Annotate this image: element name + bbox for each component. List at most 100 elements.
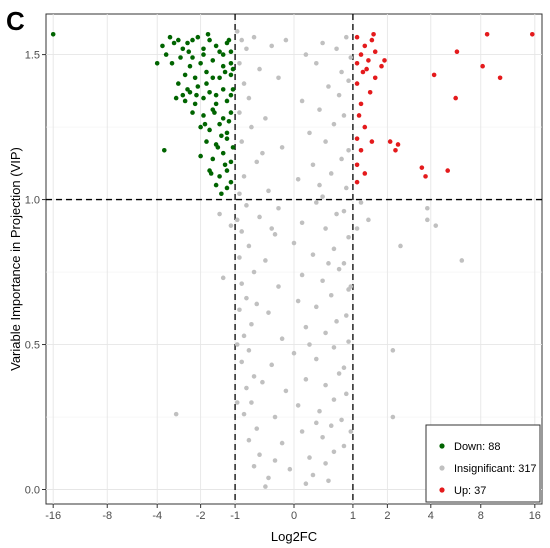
point-series-1 xyxy=(310,472,316,478)
point-series-1 xyxy=(343,391,349,397)
point-series-0 xyxy=(228,159,234,165)
point-series-1 xyxy=(323,382,328,388)
point-series-1 xyxy=(326,84,331,89)
point-series-1 xyxy=(336,371,342,376)
point-series-1 xyxy=(234,29,240,34)
point-series-1 xyxy=(263,116,268,121)
point-series-1 xyxy=(341,443,347,449)
point-series-2 xyxy=(419,165,425,170)
point-series-0 xyxy=(210,156,216,162)
point-series-1 xyxy=(339,156,344,162)
point-series-1 xyxy=(241,81,247,86)
point-series-0 xyxy=(224,185,230,191)
point-series-0 xyxy=(228,92,234,98)
point-series-2 xyxy=(480,63,485,69)
point-series-1 xyxy=(244,46,249,52)
point-series-0 xyxy=(222,69,228,75)
point-series-1 xyxy=(348,284,354,289)
point-series-1 xyxy=(239,37,245,43)
point-series-0 xyxy=(228,49,234,54)
point-series-1 xyxy=(246,437,252,443)
y-axis: 0.0 0.5 1.0 1.5 xyxy=(25,50,46,497)
point-series-2 xyxy=(362,124,368,130)
point-series-1 xyxy=(314,60,319,66)
point-series-0 xyxy=(208,171,214,176)
point-series-2 xyxy=(367,89,373,95)
point-series-1 xyxy=(217,211,222,217)
point-series-1 xyxy=(346,234,351,240)
point-series-0 xyxy=(219,133,224,139)
point-series-0 xyxy=(187,89,193,95)
point-series-0 xyxy=(195,34,201,40)
point-series-2 xyxy=(356,113,362,118)
point-series-1 xyxy=(326,261,331,266)
point-series-1 xyxy=(234,342,240,347)
point-series-1 xyxy=(331,449,337,455)
point-series-1 xyxy=(390,348,396,353)
point-series-1 xyxy=(257,66,262,72)
point-series-2 xyxy=(366,58,371,63)
point-series-1 xyxy=(295,298,301,304)
point-series-1 xyxy=(310,162,316,168)
point-series-1 xyxy=(331,121,337,127)
point-series-1 xyxy=(249,124,254,130)
point-series-1 xyxy=(239,281,245,286)
point-series-1 xyxy=(272,458,278,463)
point-series-0 xyxy=(176,81,181,86)
point-series-0 xyxy=(185,40,190,46)
point-series-1 xyxy=(269,226,275,231)
point-series-1 xyxy=(237,110,242,115)
point-series-0 xyxy=(192,101,198,107)
point-series-0 xyxy=(220,116,226,121)
point-series-1 xyxy=(266,188,271,194)
point-series-1 xyxy=(307,342,312,347)
point-series-0 xyxy=(220,150,226,156)
point-series-1 xyxy=(241,333,247,339)
point-series-1 xyxy=(237,60,242,66)
y-axis-title: Variable Importance in Projection (VIP) xyxy=(8,147,23,371)
x-tick-label: -16 xyxy=(45,510,61,522)
point-series-0 xyxy=(182,98,188,104)
point-series-0 xyxy=(173,95,179,101)
point-series-0 xyxy=(230,66,236,72)
point-series-1 xyxy=(246,95,252,101)
point-series-1 xyxy=(276,75,281,81)
point-series-0 xyxy=(198,60,203,66)
legend-key-2 xyxy=(439,487,445,493)
legend: Down: 88 Insignificant: 317 Up: 37 xyxy=(425,424,541,503)
point-series-2 xyxy=(358,52,364,57)
legend-key-0 xyxy=(439,443,445,449)
point-series-1 xyxy=(266,310,271,315)
point-series-1 xyxy=(239,359,245,365)
point-series-0 xyxy=(224,130,230,136)
point-series-1 xyxy=(254,301,260,307)
point-series-1 xyxy=(398,243,403,249)
y-tick-label: 1.0 xyxy=(25,195,40,207)
legend-label-2: Up: 37 xyxy=(454,485,486,497)
point-series-1 xyxy=(249,321,254,327)
point-series-0 xyxy=(210,58,216,63)
point-series-0 xyxy=(201,52,206,57)
x-tick-label: -1 xyxy=(230,510,240,522)
point-series-1 xyxy=(366,217,371,223)
point-series-1 xyxy=(341,365,347,371)
point-series-1 xyxy=(283,37,289,43)
point-series-1 xyxy=(263,258,268,263)
point-series-1 xyxy=(291,350,297,356)
point-series-2 xyxy=(393,147,398,153)
point-series-0 xyxy=(163,52,169,57)
point-series-0 xyxy=(222,162,228,168)
point-series-2 xyxy=(369,37,375,43)
point-series-1 xyxy=(237,307,242,313)
point-series-0 xyxy=(190,55,195,60)
y-tick-label: 1.5 xyxy=(25,50,40,62)
point-series-1 xyxy=(317,182,322,188)
point-series-1 xyxy=(254,159,260,165)
point-series-1 xyxy=(269,43,275,49)
point-series-1 xyxy=(260,379,265,385)
point-series-1 xyxy=(320,40,325,46)
point-series-1 xyxy=(326,478,331,484)
point-series-1 xyxy=(283,388,289,394)
point-series-1 xyxy=(323,330,328,336)
